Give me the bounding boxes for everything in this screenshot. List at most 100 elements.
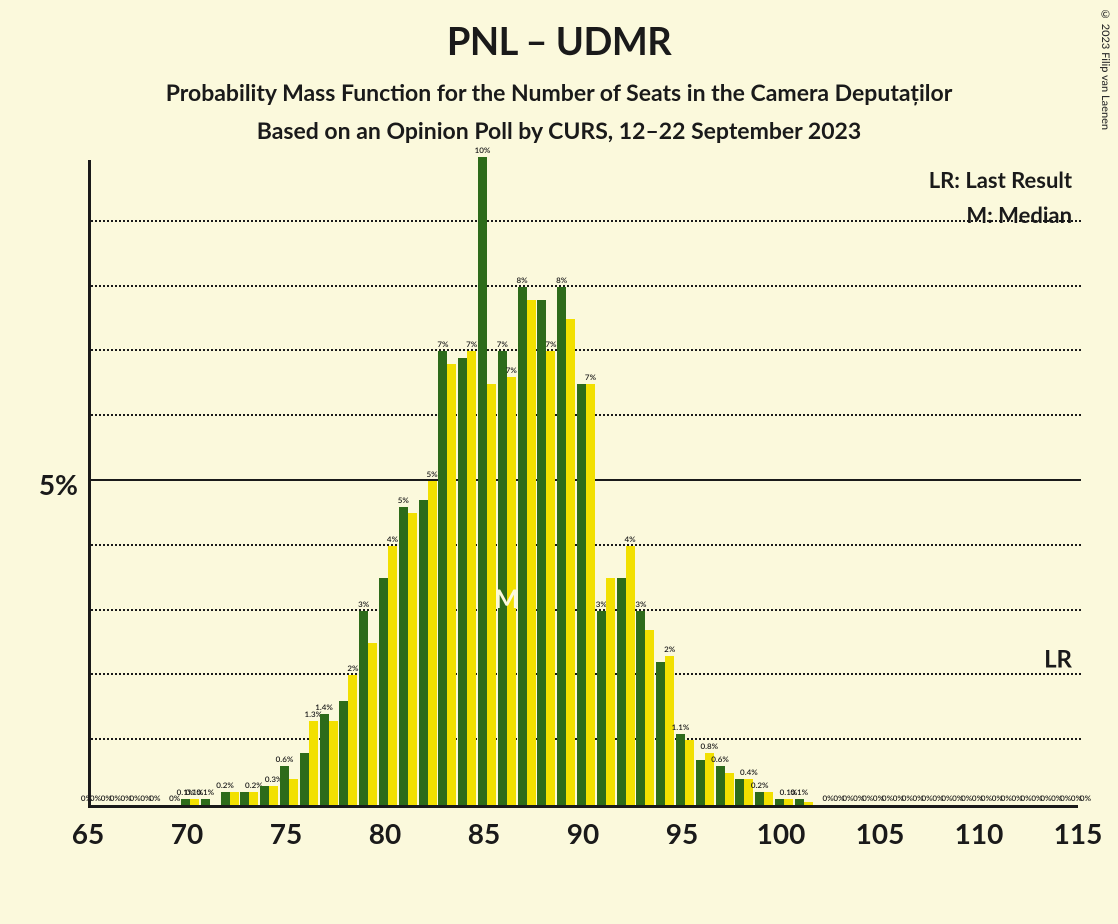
bar-value-label: 0% (961, 793, 972, 805)
x-tick-label: 105 (856, 816, 905, 850)
bar-green (775, 799, 784, 805)
bar-green (339, 701, 348, 805)
bar-green (379, 578, 388, 805)
bar-value-label: 3% (635, 599, 646, 611)
bar-value-label: 8% (517, 275, 528, 287)
bar-value-label: 1.4% (315, 702, 333, 714)
y-axis-label: 5% (39, 467, 78, 501)
bar-value-label: 0.6% (276, 754, 294, 766)
bar-green (300, 753, 309, 805)
bar-yellow: 0.2% (249, 792, 258, 805)
bar-value-label: 0% (981, 793, 992, 805)
bar-value-label: 0% (1040, 793, 1051, 805)
bar-value-label: 0% (941, 793, 952, 805)
bar-value-label: 7% (437, 339, 448, 351)
bar-value-label: 7% (506, 365, 517, 377)
bar-value-label: 0% (823, 793, 834, 805)
x-tick-label: 80 (369, 816, 401, 850)
bar-green: 10% (478, 157, 487, 805)
bar-green: 7% (498, 351, 507, 805)
bar-yellow: 7% (467, 351, 476, 805)
bar-yellow (764, 792, 773, 805)
bar-green (260, 786, 269, 805)
bar-green (735, 779, 744, 805)
bar-yellow (527, 300, 536, 805)
bar-value-label: 0.2% (751, 780, 769, 792)
bar-green: 3% (597, 611, 606, 805)
bar-value-label: 3% (358, 599, 369, 611)
bar-value-label: 0% (862, 793, 873, 805)
bar-green: 0.2% (221, 792, 230, 805)
bar-green: 5% (399, 507, 408, 805)
bar-value-label: 0% (882, 793, 893, 805)
bar-value-label: 0% (1001, 793, 1012, 805)
bar-value-label: 0% (110, 793, 121, 805)
bar-green (458, 358, 467, 805)
chart-subtitle-1: Probability Mass Function for the Number… (0, 78, 1118, 106)
bar-yellow: 7% (586, 384, 595, 805)
bar-yellow: 2% (348, 675, 357, 805)
bar-value-label: 4% (625, 534, 636, 546)
bar-green: 0.1% (181, 799, 190, 805)
title-block: PNL – UDMR Probability Mass Function for… (0, 0, 1118, 144)
bar-value-label: 7% (497, 339, 508, 351)
bar-value-label: 0.8% (700, 741, 718, 753)
bar-yellow (685, 740, 694, 805)
bar-value-label: 7% (585, 372, 596, 384)
bar-value-label: 5% (398, 495, 409, 507)
bar-yellow: 5% (428, 481, 437, 805)
bar-yellow (289, 779, 298, 805)
copyright-text: © 2023 Filip van Laenen (1099, 8, 1112, 130)
bar-green: 1.1% (676, 734, 685, 805)
bar-yellow (606, 578, 615, 805)
chart-area: LR: Last Result M: Median 0%0%0%0%0%0%0%… (88, 160, 1078, 860)
bar-green: 0.1% (795, 799, 804, 805)
x-tick-label: 70 (171, 816, 203, 850)
bar-yellow: 1.3% (309, 721, 318, 805)
bar-value-label: 7% (545, 339, 556, 351)
bar-yellow (804, 802, 813, 805)
bar-value-label: 0.1% (790, 787, 808, 799)
bar-yellow (566, 319, 575, 805)
bar-yellow: 4% (626, 546, 635, 805)
x-tick-label: 100 (757, 816, 806, 850)
bar-yellow (329, 721, 338, 805)
bar-yellow: 4% (388, 546, 397, 805)
bar-green: 0.2% (755, 792, 764, 805)
plot-area: LR: Last Result M: Median 0%0%0%0%0%0%0%… (88, 160, 1078, 808)
bar-yellow (725, 773, 734, 805)
bar-green: 8% (557, 287, 566, 805)
bar-green (696, 760, 705, 805)
x-tick-label: 65 (72, 816, 104, 850)
bar-value-label: 0% (90, 793, 101, 805)
bar-yellow (645, 630, 654, 805)
bar-green (656, 662, 665, 805)
lr-marker: LR (1044, 644, 1072, 673)
bar-yellow: 0.3% (269, 786, 278, 805)
bar-green: 1.4% (320, 714, 329, 805)
bar-yellow: 0.1% (190, 799, 199, 805)
bar-green (240, 792, 249, 805)
bar-value-label: 10% (475, 145, 491, 157)
bar-value-label: 4% (387, 534, 398, 546)
bar-value-label: 0% (1021, 793, 1032, 805)
bar-value-label: 2% (347, 663, 358, 675)
bar-value-label: 0.4% (740, 767, 758, 779)
bar-green: 0.1% (201, 799, 210, 805)
bar-green: 8% (518, 287, 527, 805)
bar-green: 0.6% (716, 766, 725, 805)
bar-green: 7% (438, 351, 447, 805)
bar-yellow: 0.1% (784, 799, 793, 805)
bar-green (577, 384, 586, 805)
bar-value-label: 0% (1060, 793, 1071, 805)
x-tick-label: 75 (270, 816, 302, 850)
bar-value-label: 8% (556, 275, 567, 287)
bar-yellow (230, 792, 239, 805)
bar-green (617, 578, 626, 805)
bar-value-label: 0% (149, 793, 160, 805)
bar-green (537, 300, 546, 805)
bar-value-label: 2% (664, 644, 675, 656)
bar-green (419, 500, 428, 805)
x-tick-label: 90 (567, 816, 599, 850)
bar-green: 3% (636, 611, 645, 805)
